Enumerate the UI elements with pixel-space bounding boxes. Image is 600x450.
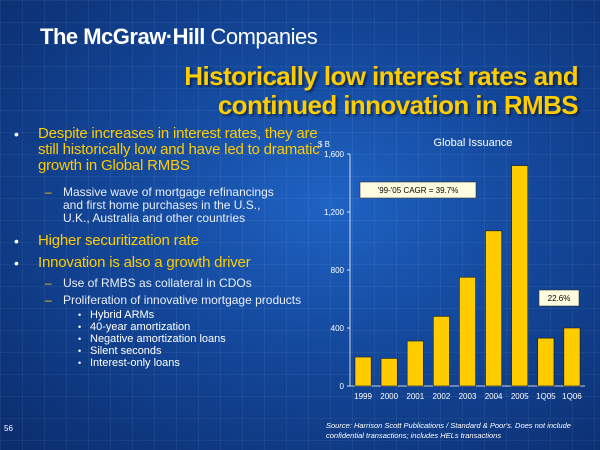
bullet-item: • Innovation is also a growth driver — [8, 254, 328, 272]
sub-bullet-text: Proliferation of innovative mortgage pro… — [63, 293, 302, 307]
bar — [537, 337, 555, 387]
bullet-text: Innovation is also a growth driver — [38, 254, 251, 271]
bar — [406, 340, 424, 387]
sub-sub-bullet-item: • Hybrid ARMs — [8, 309, 328, 321]
sub-bullet-item: – Proliferation of innovative mortgage p… — [8, 294, 313, 307]
sub-bullet-dash: – — [45, 185, 52, 199]
sub-sub-bullet-text: Silent seconds — [90, 345, 162, 357]
source-text: Harrison Scott Publications / Standard &… — [326, 421, 571, 440]
bullet-text: Higher securitization rate — [38, 232, 199, 249]
bullet-dot: • — [14, 126, 19, 142]
y-tick-label: 400 — [331, 324, 345, 333]
sub-bullet-text: Massive wave of mortgage refinancings an… — [63, 185, 274, 225]
sub-sub-bullet-item: • Silent seconds — [8, 345, 328, 357]
source-note: Source: Harrison Scott Publications / St… — [326, 421, 596, 441]
logo-brand: The McGraw·Hill — [40, 24, 205, 49]
y-tick-label: 1,600 — [324, 150, 345, 159]
cagr-annotation-text: '99-'05 CAGR = 39.7% — [378, 186, 459, 195]
bullet-text: Despite increases in interest rates, the… — [38, 125, 320, 174]
company-logo: The McGraw·Hill Companies — [40, 24, 318, 50]
quarter-growth-annotation-text: 22.6% — [548, 294, 571, 303]
x-tick-label: 1999 — [354, 392, 372, 401]
sub-sub-bullet-text: Negative amortization loans — [90, 333, 226, 345]
sub-sub-bullet-dot: • — [78, 334, 82, 344]
bar — [485, 230, 503, 387]
sub-bullet-dash: – — [45, 276, 52, 290]
chart-title: Global Issuance — [434, 137, 513, 149]
sub-bullet-item: – Massive wave of mortgage refinancings … — [8, 186, 288, 225]
page-number: 56 — [4, 424, 13, 433]
sub-sub-bullet-dot: • — [78, 322, 82, 332]
x-tick-label: 2000 — [380, 392, 398, 401]
sub-sub-bullet-dot: • — [78, 310, 82, 320]
sub-sub-bullet-text: Interest-only loans — [90, 357, 180, 369]
sub-sub-bullet-text: Hybrid ARMs — [90, 309, 155, 321]
x-tick-label: 2004 — [485, 392, 503, 401]
bullet-list: • Despite increases in interest rates, t… — [8, 126, 328, 370]
bar — [511, 165, 529, 387]
slide-title-line-2: continued innovation in RMBS — [217, 90, 579, 120]
bar — [380, 358, 398, 387]
x-tick-label: 2003 — [459, 392, 477, 401]
sub-bullet-dash: – — [45, 293, 52, 307]
sub-sub-bullet-item: • Negative amortization loans — [8, 333, 328, 345]
y-tick-label: 800 — [331, 266, 345, 275]
source-label: Source: — [326, 421, 352, 430]
bullet-item: • Despite increases in interest rates, t… — [8, 126, 328, 174]
y-tick-label: 0 — [340, 382, 345, 391]
x-tick-label: 2005 — [511, 392, 529, 401]
y-axis-label: $ B — [318, 140, 330, 149]
bar — [563, 327, 581, 387]
quarter-growth-annotation-box — [538, 289, 580, 307]
slide-title-line-1: Historically low interest rates and — [184, 61, 578, 91]
bar — [432, 316, 450, 387]
x-tick-label: 2002 — [432, 392, 450, 401]
bullet-item: • Higher securitization rate — [8, 232, 328, 250]
bullet-dot: • — [14, 255, 19, 271]
x-tick-label: 1Q06 — [562, 392, 582, 401]
y-tick-label: 1,200 — [324, 208, 345, 217]
sub-sub-bullet-text: 40-year amortization — [90, 321, 191, 333]
bullet-dot: • — [14, 233, 19, 249]
bar — [459, 276, 476, 387]
sub-bullet-text: Use of RMBS as collateral in CDOs — [63, 276, 252, 290]
sub-sub-bullet-item: • Interest-only loans — [8, 357, 328, 369]
x-tick-label: 1Q05 — [536, 392, 556, 401]
sub-bullet-item: – Use of RMBS as collateral in CDOs — [8, 277, 328, 290]
bar — [354, 356, 372, 387]
sub-sub-bullet-item: • 40-year amortization — [8, 321, 328, 333]
slide-title: Historically low interest rates and cont… — [108, 62, 578, 120]
cagr-annotation-box — [359, 181, 477, 199]
logo-suffix: Companies — [210, 24, 318, 49]
sub-sub-bullet-dot: • — [78, 358, 82, 368]
sub-sub-bullet-dot: • — [78, 346, 82, 356]
x-tick-label: 2001 — [406, 392, 424, 401]
